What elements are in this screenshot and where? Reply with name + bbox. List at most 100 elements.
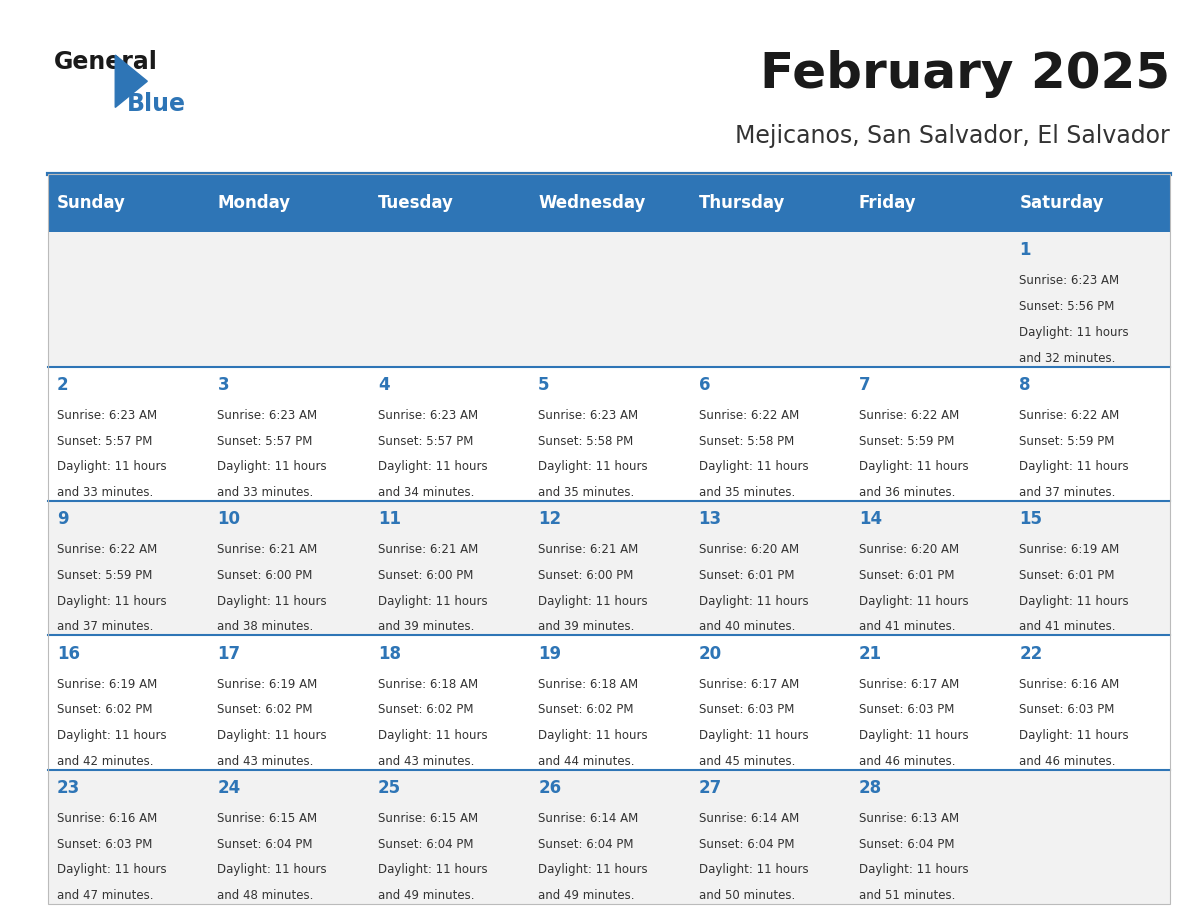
Text: 14: 14 [859, 510, 881, 528]
Text: Sunrise: 6:22 AM: Sunrise: 6:22 AM [57, 543, 157, 556]
Text: Sunrise: 6:23 AM: Sunrise: 6:23 AM [378, 409, 478, 422]
Text: 9: 9 [57, 510, 69, 528]
Text: Sunset: 6:01 PM: Sunset: 6:01 PM [1019, 569, 1114, 582]
Text: Sunset: 5:56 PM: Sunset: 5:56 PM [1019, 300, 1114, 313]
Text: Daylight: 11 hours: Daylight: 11 hours [378, 595, 487, 608]
Text: and 51 minutes.: and 51 minutes. [859, 890, 955, 902]
FancyBboxPatch shape [48, 770, 1170, 904]
Text: 1: 1 [1019, 241, 1031, 260]
Text: Sunset: 6:03 PM: Sunset: 6:03 PM [57, 838, 152, 851]
Text: 25: 25 [378, 779, 400, 797]
Text: February 2025: February 2025 [760, 50, 1170, 98]
Text: Sunrise: 6:20 AM: Sunrise: 6:20 AM [859, 543, 959, 556]
Text: 15: 15 [1019, 510, 1042, 528]
Text: Daylight: 11 hours: Daylight: 11 hours [859, 595, 968, 608]
Text: Daylight: 11 hours: Daylight: 11 hours [538, 595, 647, 608]
Polygon shape [115, 55, 147, 107]
Text: Sunset: 6:00 PM: Sunset: 6:00 PM [538, 569, 633, 582]
Text: Sunset: 6:01 PM: Sunset: 6:01 PM [859, 569, 954, 582]
Text: Sunrise: 6:22 AM: Sunrise: 6:22 AM [859, 409, 959, 422]
Text: 8: 8 [1019, 375, 1031, 394]
Text: Sunrise: 6:21 AM: Sunrise: 6:21 AM [538, 543, 638, 556]
Text: Daylight: 11 hours: Daylight: 11 hours [217, 460, 327, 474]
Text: Sunrise: 6:21 AM: Sunrise: 6:21 AM [378, 543, 478, 556]
Text: 4: 4 [378, 375, 390, 394]
FancyBboxPatch shape [48, 366, 1170, 501]
Text: Daylight: 11 hours: Daylight: 11 hours [859, 864, 968, 877]
Text: Sunday: Sunday [57, 195, 126, 212]
Text: Daylight: 11 hours: Daylight: 11 hours [378, 460, 487, 474]
Text: and 33 minutes.: and 33 minutes. [217, 486, 314, 499]
Text: Daylight: 11 hours: Daylight: 11 hours [859, 729, 968, 742]
Text: Daylight: 11 hours: Daylight: 11 hours [57, 595, 166, 608]
Text: and 42 minutes.: and 42 minutes. [57, 755, 153, 767]
Text: Sunrise: 6:15 AM: Sunrise: 6:15 AM [217, 812, 317, 825]
Text: Daylight: 11 hours: Daylight: 11 hours [699, 864, 808, 877]
Text: Sunrise: 6:23 AM: Sunrise: 6:23 AM [217, 409, 317, 422]
Text: and 45 minutes.: and 45 minutes. [699, 755, 795, 767]
Text: 20: 20 [699, 644, 721, 663]
Text: 5: 5 [538, 375, 550, 394]
Text: Sunrise: 6:23 AM: Sunrise: 6:23 AM [538, 409, 638, 422]
Text: Sunset: 6:00 PM: Sunset: 6:00 PM [378, 569, 473, 582]
Text: Sunrise: 6:16 AM: Sunrise: 6:16 AM [1019, 677, 1119, 690]
Text: and 49 minutes.: and 49 minutes. [538, 890, 634, 902]
Text: Sunset: 6:04 PM: Sunset: 6:04 PM [378, 838, 473, 851]
Text: Sunset: 5:58 PM: Sunset: 5:58 PM [699, 434, 794, 448]
Text: Daylight: 11 hours: Daylight: 11 hours [57, 729, 166, 742]
Text: and 39 minutes.: and 39 minutes. [378, 621, 474, 633]
Text: and 39 minutes.: and 39 minutes. [538, 621, 634, 633]
Text: and 36 minutes.: and 36 minutes. [859, 486, 955, 499]
Text: Sunset: 6:03 PM: Sunset: 6:03 PM [1019, 703, 1114, 716]
Text: Daylight: 11 hours: Daylight: 11 hours [538, 864, 647, 877]
Text: Sunrise: 6:14 AM: Sunrise: 6:14 AM [538, 812, 638, 825]
Text: Daylight: 11 hours: Daylight: 11 hours [1019, 729, 1129, 742]
Text: Friday: Friday [859, 195, 917, 212]
Text: Sunset: 5:57 PM: Sunset: 5:57 PM [57, 434, 152, 448]
Text: Sunset: 6:03 PM: Sunset: 6:03 PM [859, 703, 954, 716]
Text: and 48 minutes.: and 48 minutes. [217, 890, 314, 902]
Text: Wednesday: Wednesday [538, 195, 645, 212]
Text: Sunrise: 6:22 AM: Sunrise: 6:22 AM [1019, 409, 1119, 422]
Text: 26: 26 [538, 779, 561, 797]
Text: Sunset: 5:57 PM: Sunset: 5:57 PM [378, 434, 473, 448]
Text: and 43 minutes.: and 43 minutes. [217, 755, 314, 767]
Text: Sunset: 6:04 PM: Sunset: 6:04 PM [859, 838, 954, 851]
Text: Sunrise: 6:14 AM: Sunrise: 6:14 AM [699, 812, 798, 825]
Text: and 47 minutes.: and 47 minutes. [57, 890, 153, 902]
Text: Sunset: 6:00 PM: Sunset: 6:00 PM [217, 569, 312, 582]
Text: 6: 6 [699, 375, 710, 394]
Text: 27: 27 [699, 779, 722, 797]
Text: Sunrise: 6:23 AM: Sunrise: 6:23 AM [57, 409, 157, 422]
Text: Tuesday: Tuesday [378, 195, 454, 212]
Text: and 44 minutes.: and 44 minutes. [538, 755, 634, 767]
Text: Daylight: 11 hours: Daylight: 11 hours [217, 864, 327, 877]
Text: 21: 21 [859, 644, 881, 663]
Text: Daylight: 11 hours: Daylight: 11 hours [1019, 460, 1129, 474]
Text: Daylight: 11 hours: Daylight: 11 hours [378, 864, 487, 877]
Text: Sunrise: 6:15 AM: Sunrise: 6:15 AM [378, 812, 478, 825]
Text: 16: 16 [57, 644, 80, 663]
Text: 2: 2 [57, 375, 69, 394]
Text: and 38 minutes.: and 38 minutes. [217, 621, 314, 633]
Text: Sunset: 6:02 PM: Sunset: 6:02 PM [538, 703, 633, 716]
Text: Daylight: 11 hours: Daylight: 11 hours [859, 460, 968, 474]
FancyBboxPatch shape [48, 501, 1170, 635]
Text: and 35 minutes.: and 35 minutes. [538, 486, 634, 499]
Text: Mejicanos, San Salvador, El Salvador: Mejicanos, San Salvador, El Salvador [735, 124, 1170, 148]
Text: Sunset: 6:04 PM: Sunset: 6:04 PM [699, 838, 794, 851]
Text: Daylight: 11 hours: Daylight: 11 hours [699, 595, 808, 608]
Text: Sunrise: 6:19 AM: Sunrise: 6:19 AM [57, 677, 157, 690]
Text: 11: 11 [378, 510, 400, 528]
FancyBboxPatch shape [48, 635, 1170, 770]
Text: 28: 28 [859, 779, 881, 797]
Text: Sunset: 6:03 PM: Sunset: 6:03 PM [699, 703, 794, 716]
Text: Sunset: 6:02 PM: Sunset: 6:02 PM [378, 703, 473, 716]
Text: Saturday: Saturday [1019, 195, 1104, 212]
Text: Daylight: 11 hours: Daylight: 11 hours [217, 595, 327, 608]
Text: Sunset: 5:57 PM: Sunset: 5:57 PM [217, 434, 312, 448]
Text: Sunrise: 6:18 AM: Sunrise: 6:18 AM [378, 677, 478, 690]
Text: Sunset: 6:02 PM: Sunset: 6:02 PM [57, 703, 152, 716]
FancyBboxPatch shape [48, 174, 1170, 232]
Text: and 32 minutes.: and 32 minutes. [1019, 352, 1116, 364]
